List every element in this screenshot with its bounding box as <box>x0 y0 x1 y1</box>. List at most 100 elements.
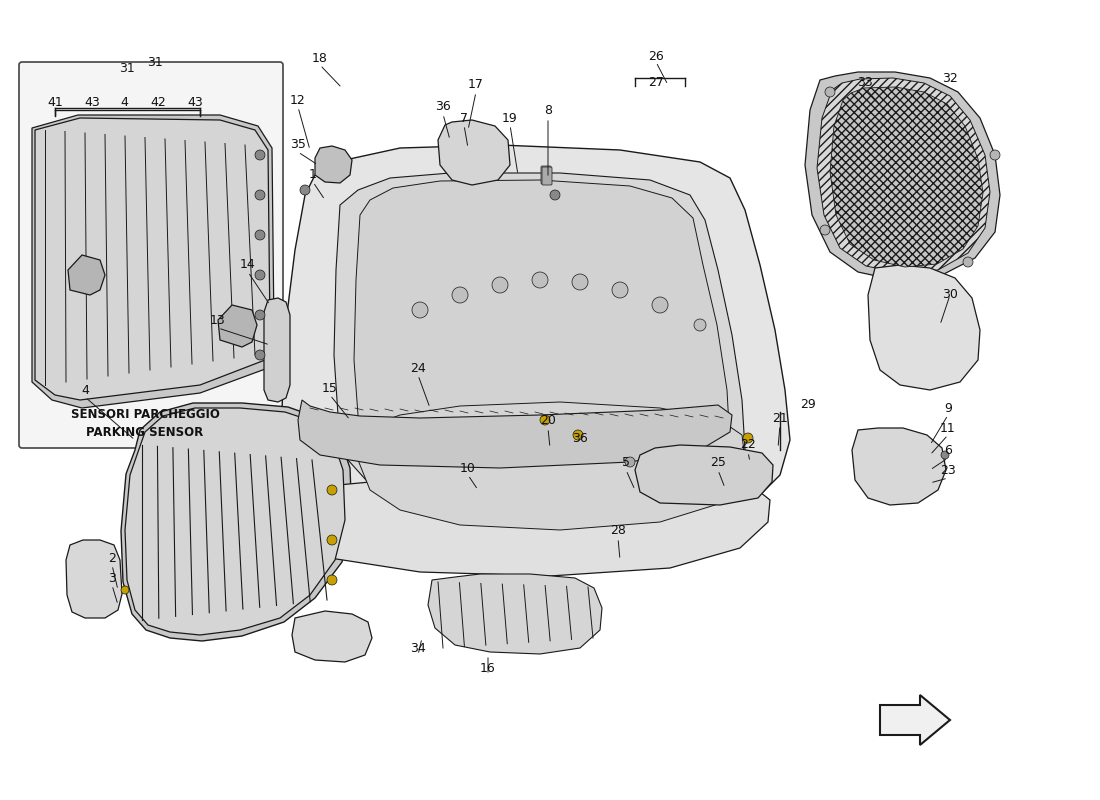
Text: 1: 1 <box>309 169 317 182</box>
Polygon shape <box>35 118 270 400</box>
Polygon shape <box>264 298 290 402</box>
FancyBboxPatch shape <box>638 432 662 448</box>
Polygon shape <box>817 78 990 273</box>
Polygon shape <box>880 695 950 745</box>
Polygon shape <box>282 145 790 555</box>
Text: 14: 14 <box>240 258 256 271</box>
Text: 33: 33 <box>857 75 873 89</box>
Text: 3: 3 <box>108 571 115 585</box>
Circle shape <box>572 274 588 290</box>
Text: 23: 23 <box>940 463 956 477</box>
Polygon shape <box>868 265 980 390</box>
Circle shape <box>121 586 129 594</box>
Polygon shape <box>68 255 104 295</box>
Text: 31: 31 <box>119 62 135 74</box>
Text: PARKING SENSOR: PARKING SENSOR <box>87 426 204 438</box>
Text: 10: 10 <box>460 462 476 474</box>
Circle shape <box>540 415 550 425</box>
Circle shape <box>532 272 548 288</box>
Polygon shape <box>354 180 730 505</box>
Text: 41: 41 <box>47 95 63 109</box>
Text: 4: 4 <box>81 383 89 397</box>
FancyBboxPatch shape <box>541 166 551 184</box>
Circle shape <box>825 87 835 97</box>
Text: 4: 4 <box>120 95 128 109</box>
Circle shape <box>300 185 310 195</box>
Circle shape <box>612 282 628 298</box>
Circle shape <box>492 277 508 293</box>
Text: SENSORI PARCHEGGIO: SENSORI PARCHEGGIO <box>70 409 219 422</box>
Circle shape <box>327 575 337 585</box>
Circle shape <box>327 535 337 545</box>
Circle shape <box>255 190 265 200</box>
Text: 19: 19 <box>502 111 518 125</box>
Text: 31: 31 <box>147 55 163 69</box>
Text: 36: 36 <box>436 101 451 114</box>
Circle shape <box>962 257 974 267</box>
Polygon shape <box>292 611 372 662</box>
Circle shape <box>327 485 337 495</box>
Text: 12: 12 <box>290 94 306 106</box>
Circle shape <box>255 350 265 360</box>
FancyBboxPatch shape <box>568 434 592 450</box>
Circle shape <box>255 270 265 280</box>
Text: 28: 28 <box>610 523 626 537</box>
Text: 25: 25 <box>711 455 726 469</box>
FancyBboxPatch shape <box>19 62 283 448</box>
Text: 13: 13 <box>210 314 225 326</box>
FancyBboxPatch shape <box>542 167 552 185</box>
Polygon shape <box>290 476 770 576</box>
Text: 22: 22 <box>740 438 756 451</box>
Circle shape <box>990 150 1000 160</box>
Circle shape <box>694 319 706 331</box>
Circle shape <box>550 190 560 200</box>
Polygon shape <box>32 115 274 408</box>
Polygon shape <box>218 305 257 347</box>
Circle shape <box>820 225 830 235</box>
Polygon shape <box>66 540 122 618</box>
Text: 2: 2 <box>108 551 115 565</box>
Text: 11: 11 <box>940 422 956 434</box>
Circle shape <box>452 287 468 303</box>
Text: 30: 30 <box>942 289 958 302</box>
Text: 7: 7 <box>460 111 467 125</box>
Polygon shape <box>121 403 352 641</box>
FancyBboxPatch shape <box>408 447 432 463</box>
Text: 42: 42 <box>150 95 166 109</box>
Text: 8: 8 <box>544 103 552 117</box>
Text: 6: 6 <box>944 443 952 457</box>
Polygon shape <box>315 146 352 183</box>
Text: 34: 34 <box>410 642 426 654</box>
Text: 27: 27 <box>648 75 664 89</box>
Polygon shape <box>334 173 745 518</box>
Text: 43: 43 <box>187 95 202 109</box>
Text: 5: 5 <box>621 455 630 469</box>
Polygon shape <box>298 400 732 468</box>
Circle shape <box>652 297 668 313</box>
Polygon shape <box>805 72 1000 280</box>
Circle shape <box>255 230 265 240</box>
Circle shape <box>573 430 583 440</box>
Text: 24: 24 <box>410 362 426 374</box>
Text: 26: 26 <box>648 50 664 62</box>
Polygon shape <box>125 408 345 635</box>
Polygon shape <box>830 87 983 267</box>
Circle shape <box>255 150 265 160</box>
Text: 32: 32 <box>942 71 958 85</box>
Text: 36: 36 <box>572 431 587 445</box>
Polygon shape <box>852 428 946 505</box>
Text: 9: 9 <box>944 402 952 414</box>
Text: 21: 21 <box>772 411 788 425</box>
Polygon shape <box>438 120 510 185</box>
FancyBboxPatch shape <box>488 440 512 456</box>
Text: 17: 17 <box>469 78 484 91</box>
Text: 16: 16 <box>480 662 496 674</box>
Polygon shape <box>428 574 602 654</box>
Circle shape <box>625 457 635 467</box>
Text: 43: 43 <box>84 95 100 109</box>
Text: 18: 18 <box>312 51 328 65</box>
Polygon shape <box>635 445 773 505</box>
Text: 15: 15 <box>322 382 338 394</box>
Circle shape <box>940 451 949 459</box>
Text: 20: 20 <box>540 414 556 426</box>
